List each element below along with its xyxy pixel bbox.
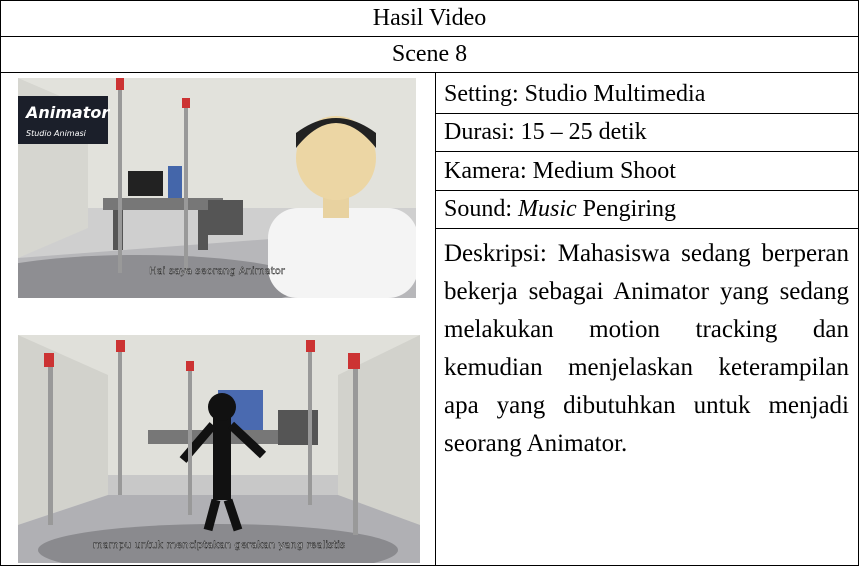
durasi: Durasi: 15 – 25 detik (444, 119, 647, 145)
sound-italic: Music (518, 196, 577, 222)
rule (435, 228, 859, 229)
rule (435, 190, 859, 191)
rule (0, 0, 859, 1)
setting: Setting: Studio Multimedia (444, 81, 706, 107)
sound-prefix: Sound: (444, 196, 513, 222)
rule (435, 113, 859, 114)
video-frame-2: mampu untuk menciptakan gerakan yang rea… (18, 335, 420, 563)
kamera: Kamera: Medium Shoot (444, 158, 676, 184)
caption: mampu untuk menciptakan gerakan yang rea… (93, 540, 345, 551)
rule (435, 151, 859, 152)
logo-sub: Studio Animasi (26, 129, 87, 138)
sound-suffix: Pengiring (582, 196, 676, 222)
rule (0, 36, 859, 37)
rule (435, 72, 436, 566)
logo: Animator (24, 103, 110, 122)
video-frame-1: Animator Studio Animasi Hai saya seorang… (18, 78, 416, 298)
table-title: Hasil Video (372, 5, 487, 31)
scene-label: Scene 8 (391, 41, 468, 67)
rule (0, 72, 859, 73)
rule (0, 0, 1, 566)
deskripsi: Deskripsi: Mahasiswa sedang berperan bek… (444, 240, 849, 457)
sound: Sound: Music Pengiring (444, 191, 852, 227)
caption: Hai saya seorang Animator (149, 266, 286, 277)
